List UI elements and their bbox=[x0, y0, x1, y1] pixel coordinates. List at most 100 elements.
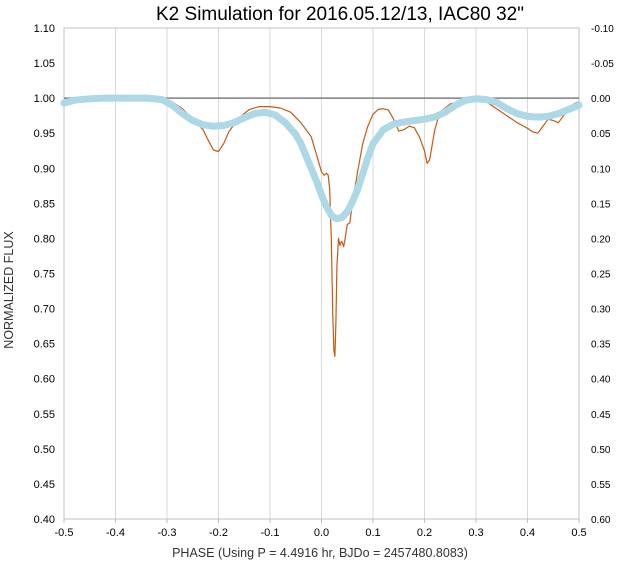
y2-tick-label: 0.00 bbox=[591, 94, 611, 105]
series-1-point bbox=[493, 98, 501, 106]
y2-tick-label: 0.55 bbox=[591, 480, 611, 491]
series-1-point bbox=[189, 117, 197, 125]
series-1-point bbox=[209, 122, 217, 130]
y-tick-label: 0.90 bbox=[34, 163, 55, 175]
series-1-point bbox=[70, 96, 78, 104]
y2-tick-label: -0.10 bbox=[591, 24, 614, 35]
x-tick-label: -0.4 bbox=[106, 527, 125, 539]
series-1-point bbox=[524, 112, 531, 120]
y-tick-label: 0.75 bbox=[34, 269, 55, 281]
y-tick-label: 0.85 bbox=[34, 198, 55, 210]
y2-tick-label: 0.45 bbox=[591, 410, 611, 421]
series-1-point bbox=[513, 110, 521, 118]
grid-lines bbox=[115, 28, 528, 519]
y2-tick-label: 0.15 bbox=[591, 199, 611, 210]
y2-tick-label: 0.30 bbox=[591, 305, 611, 316]
series-1-point bbox=[359, 170, 367, 178]
y-tick-label: 0.40 bbox=[34, 514, 55, 526]
series-1-point bbox=[60, 99, 68, 107]
series-1-point bbox=[544, 112, 552, 120]
y2-tick-label: 0.50 bbox=[591, 445, 611, 456]
y-tick-label: 0.50 bbox=[34, 444, 55, 456]
x-tick-label: -0.2 bbox=[209, 527, 228, 539]
y2-tick-label: -0.05 bbox=[591, 59, 614, 70]
y-tick-label: 1.00 bbox=[34, 93, 55, 105]
y-tick-label: 0.80 bbox=[34, 233, 55, 245]
series-1-point bbox=[142, 94, 150, 102]
series-1-point bbox=[240, 114, 248, 122]
series-1-point bbox=[451, 101, 459, 109]
series-1-point bbox=[178, 110, 186, 118]
x-tick-label: -0.5 bbox=[55, 527, 74, 539]
series-1-point bbox=[364, 154, 372, 162]
series-1-point bbox=[199, 121, 207, 129]
x-tick-label: 0.4 bbox=[520, 527, 535, 539]
y2-tick-label: 0.35 bbox=[591, 340, 611, 351]
y2-tick-label: 0.05 bbox=[591, 129, 611, 140]
x-tick-label: 0.2 bbox=[417, 527, 432, 539]
series-1-point bbox=[462, 96, 470, 104]
y-tick-label: 0.70 bbox=[34, 304, 55, 316]
series-1-point bbox=[168, 101, 176, 109]
series-1-point bbox=[220, 121, 228, 129]
series-1-point bbox=[323, 203, 331, 211]
series-1-point bbox=[472, 95, 480, 103]
x-tick-label: 0.5 bbox=[571, 527, 586, 539]
y2-tick-label: 0.40 bbox=[591, 375, 611, 386]
series-1-point bbox=[565, 105, 573, 113]
y-tick-label: 1.05 bbox=[34, 58, 55, 70]
series-1-point bbox=[281, 119, 289, 127]
x-tick-label: -0.1 bbox=[261, 527, 280, 539]
series-1-point bbox=[379, 126, 387, 134]
series-1-point bbox=[86, 95, 94, 103]
series-1-point bbox=[251, 110, 259, 118]
series-1-point bbox=[307, 164, 315, 172]
x-tick-label: 0.1 bbox=[365, 527, 380, 539]
y-tick-label: 0.60 bbox=[34, 374, 55, 386]
y-axis-label: NORMALIZED FLUX bbox=[2, 231, 16, 349]
x-tick-label: -0.3 bbox=[158, 527, 177, 539]
series-1-point bbox=[271, 111, 279, 119]
series-1-point bbox=[534, 113, 542, 121]
series-1-point bbox=[390, 120, 398, 128]
x-tick-label: 0.0 bbox=[314, 527, 329, 539]
secondary-y-axis-ticks: -0.10 -0.05 0.00 0.05 0.10 0.15 0.20 0.25 0.30 0.… bbox=[591, 24, 614, 526]
series-1-point bbox=[230, 119, 238, 127]
series-1-point bbox=[503, 105, 511, 113]
x-axis-label: PHASE (Using P = 4.4916 hr, BJDo = 24574… bbox=[172, 546, 468, 560]
series-1-point bbox=[302, 152, 310, 160]
series-1-point bbox=[354, 185, 362, 193]
y2-tick-label: 0.20 bbox=[591, 234, 611, 245]
y2-tick-label: 0.60 bbox=[591, 515, 611, 526]
series-1-point bbox=[343, 208, 351, 216]
chart-title: K2 Simulation for 2016.05.12/13, IAC80 3… bbox=[156, 4, 524, 25]
series-1-point bbox=[431, 113, 439, 121]
series-1-point bbox=[158, 96, 166, 104]
series-0-line bbox=[63, 97, 580, 357]
x-axis-ticks: -0.5 -0.4 -0.3 -0.2 -0.1 0.0 0.1 0.2 0.3 0.4 0.5 bbox=[55, 519, 587, 539]
series-1-point bbox=[348, 198, 356, 206]
series-1-point bbox=[318, 191, 325, 199]
series-1-point bbox=[338, 213, 346, 221]
series-1-point bbox=[575, 101, 583, 109]
y-axis-ticks: 1.10 1.05 1.00 0.95 0.90 0.85 0.80 0.75 0.70 0.65… bbox=[34, 23, 55, 526]
y-tick-label: 0.65 bbox=[34, 339, 55, 351]
series-1-point bbox=[312, 177, 320, 185]
y-tick-label: 0.95 bbox=[34, 128, 55, 140]
series-1-point bbox=[369, 140, 377, 148]
series-1-point bbox=[410, 117, 418, 125]
series-1-point bbox=[441, 108, 449, 116]
series-1-point bbox=[101, 94, 109, 102]
y-tick-label: 0.45 bbox=[34, 479, 55, 491]
series-1-point bbox=[292, 131, 300, 139]
series-1-point bbox=[297, 140, 305, 148]
series-1-point bbox=[482, 96, 490, 104]
series-1-point bbox=[400, 118, 408, 126]
series-1-point bbox=[122, 94, 130, 102]
series-1-point bbox=[554, 110, 562, 118]
y-tick-label: 1.10 bbox=[34, 23, 55, 35]
y2-tick-label: 0.25 bbox=[591, 270, 611, 281]
series-layer bbox=[60, 94, 583, 357]
